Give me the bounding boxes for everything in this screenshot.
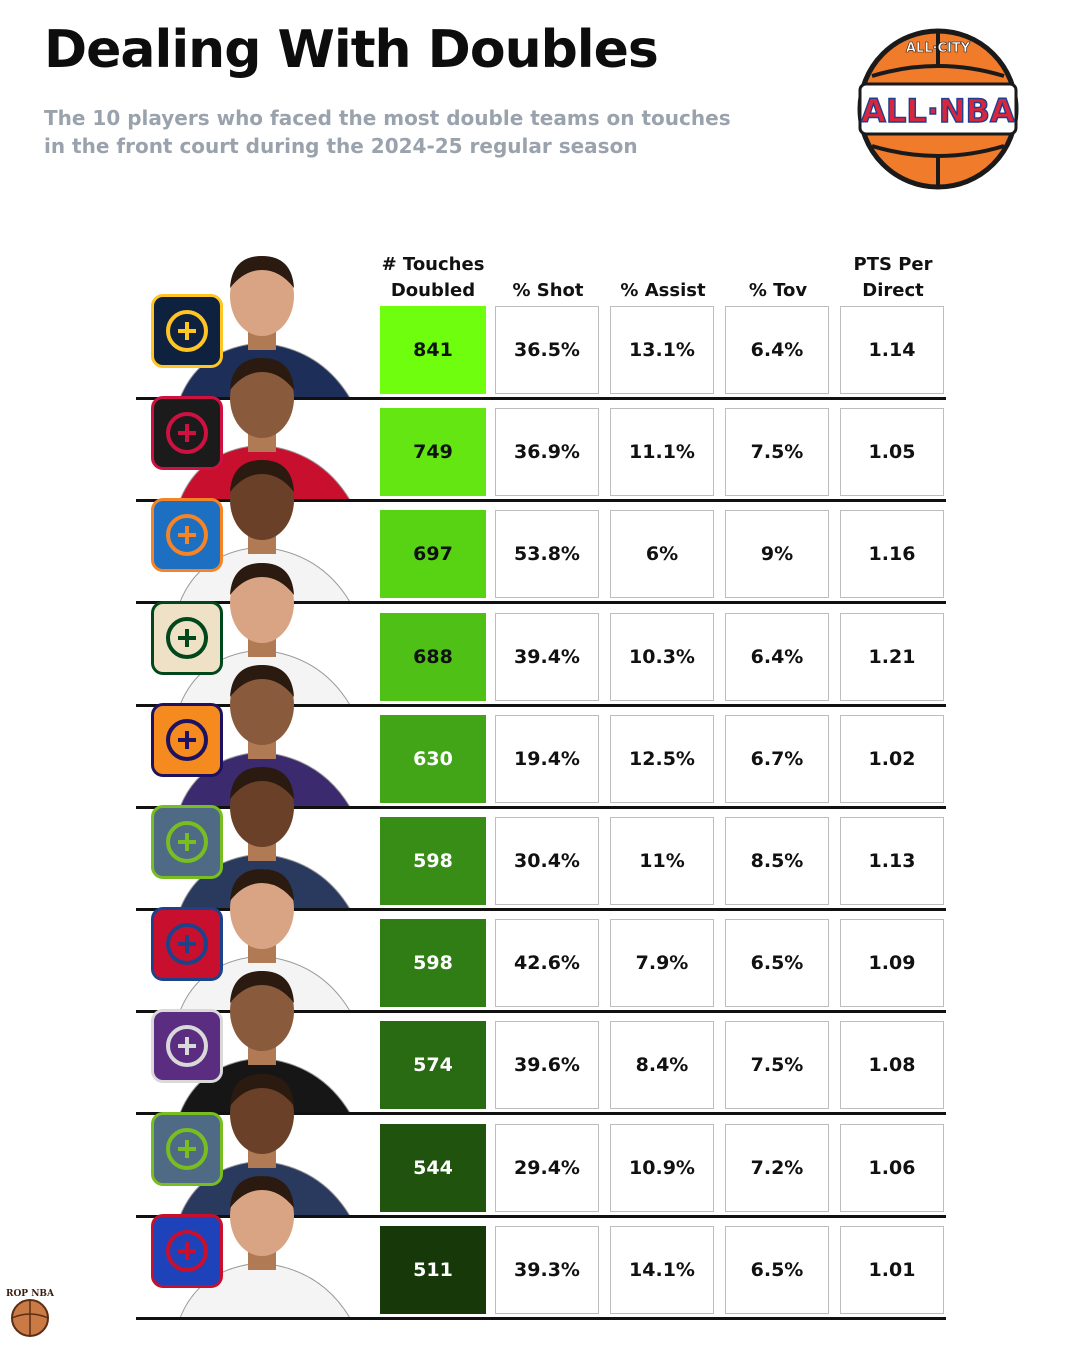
tov-cell: 6.5%	[725, 1225, 829, 1314]
header-shot: % Shot	[512, 280, 584, 301]
row-divider	[136, 703, 946, 707]
assist-cell: 8.4%	[610, 1021, 714, 1110]
bucks-logo-icon	[151, 600, 223, 675]
pts-cell: 1.09	[840, 919, 944, 1008]
table-row: 841 36.5% 13.1% 6.4% 1.14	[0, 256, 1080, 400]
row-divider	[136, 908, 946, 911]
row-divider	[136, 601, 946, 605]
nuggets-logo-icon	[151, 294, 223, 368]
row-divider	[136, 1316, 946, 1320]
assist-cell: 6%	[610, 510, 714, 599]
assist-cell: 14.1%	[610, 1225, 714, 1314]
pts-cell: 1.08	[840, 1021, 944, 1110]
table-row: 598 30.4% 11% 8.5% 1.13	[0, 767, 1080, 911]
timberwolves-logo-icon	[151, 1111, 223, 1186]
row-divider	[136, 499, 946, 503]
pts-cell: 1.02	[840, 714, 944, 803]
table-row: 511 39.3% 14.1% 6.5% 1.01	[0, 1175, 1080, 1320]
table-row: 630 19.4% 12.5% 6.7% 1.02	[0, 664, 1080, 809]
pistons-logo-icon	[151, 1213, 223, 1288]
timberwolves-logo-icon	[151, 805, 223, 879]
shot-cell: 36.5%	[495, 306, 599, 394]
kings-logo-icon	[151, 1009, 223, 1084]
row-divider	[136, 1010, 946, 1014]
tov-cell: 7.5%	[725, 408, 829, 497]
row-divider	[136, 805, 946, 809]
pts-cell: 1.01	[840, 1225, 944, 1314]
page-subtitle: The 10 players who faced the most double…	[44, 106, 731, 158]
assist-cell: 10.3%	[610, 612, 714, 701]
assist-cell: 11.1%	[610, 408, 714, 497]
row-divider	[136, 397, 946, 400]
shot-cell: 39.6%	[495, 1021, 599, 1110]
all-nba-logo: ALL·CITY ALL·NBA	[857, 28, 1019, 190]
assist-cell: 10.9%	[610, 1123, 714, 1212]
pts-cell: 1.05	[840, 408, 944, 497]
shot-cell: 42.6%	[495, 919, 599, 1008]
tov-cell: 8.5%	[725, 817, 829, 905]
suns-logo-icon	[151, 702, 223, 777]
tov-cell: 6.4%	[725, 306, 829, 394]
shot-cell: 39.3%	[495, 1225, 599, 1314]
shot-cell: 39.4%	[495, 612, 599, 701]
table-row: 574 39.6% 8.4% 7.5% 1.08	[0, 971, 1080, 1116]
pts-cell: 1.14	[840, 306, 944, 394]
knicks-logo-icon	[151, 498, 223, 573]
shot-cell: 19.4%	[495, 714, 599, 803]
touches-cell: 574	[380, 1021, 486, 1110]
logo-main-text: ALL·NBA	[861, 92, 1015, 130]
tov-cell: 7.2%	[725, 1123, 829, 1212]
touches-cell: 841	[380, 306, 486, 394]
assist-cell: 11%	[610, 817, 714, 905]
shot-cell: 30.4%	[495, 817, 599, 905]
page-title: Dealing With Doubles	[44, 20, 659, 80]
table-row: 697 53.8% 6% 9% 1.16	[0, 460, 1080, 605]
tov-cell: 9%	[725, 510, 829, 599]
tov-cell: 6.7%	[725, 714, 829, 803]
assist-cell: 12.5%	[610, 714, 714, 803]
touches-cell: 688	[380, 612, 486, 701]
touches-cell: 598	[380, 919, 486, 1008]
header-touches-doubled: # Touches Doubled	[381, 254, 485, 301]
shot-cell: 53.8%	[495, 510, 599, 599]
header-tov: % Tov	[748, 280, 808, 301]
pts-cell: 1.21	[840, 612, 944, 701]
row-divider	[136, 1214, 946, 1218]
touches-cell: 544	[380, 1123, 486, 1212]
touches-cell: 598	[380, 817, 486, 905]
pts-cell: 1.13	[840, 817, 944, 905]
touches-cell: 697	[380, 510, 486, 599]
tov-cell: 6.5%	[725, 919, 829, 1008]
logo-top-text: ALL·CITY	[906, 41, 971, 56]
rop-nba-watermark: ROP NBA	[6, 1289, 55, 1337]
rockets-logo-icon	[151, 396, 223, 471]
touches-cell: 630	[380, 714, 486, 803]
assist-cell: 13.1%	[610, 306, 714, 394]
row-divider	[136, 1112, 946, 1116]
column-headers: # Touches Doubled % Shot % Assist % Tov …	[0, 248, 1080, 304]
pts-cell: 1.16	[840, 510, 944, 599]
header-pts-per-direct: PTS Per Direct	[853, 254, 933, 301]
table-row: 749 36.9% 11.1% 7.5% 1.05	[0, 358, 1080, 503]
pts-cell: 1.06	[840, 1123, 944, 1212]
touches-cell: 511	[380, 1225, 486, 1314]
clippers-logo-icon	[151, 907, 223, 982]
watermark-text: ROP NBA	[6, 1289, 55, 1299]
tov-cell: 6.4%	[725, 612, 829, 701]
assist-cell: 7.9%	[610, 919, 714, 1008]
table-row: 688 39.4% 10.3% 6.4% 1.21	[0, 562, 1080, 707]
header-assist: % Assist	[620, 280, 706, 301]
shot-cell: 29.4%	[495, 1123, 599, 1212]
touches-cell: 749	[380, 408, 486, 497]
shot-cell: 36.9%	[495, 408, 599, 497]
tov-cell: 7.5%	[725, 1021, 829, 1110]
